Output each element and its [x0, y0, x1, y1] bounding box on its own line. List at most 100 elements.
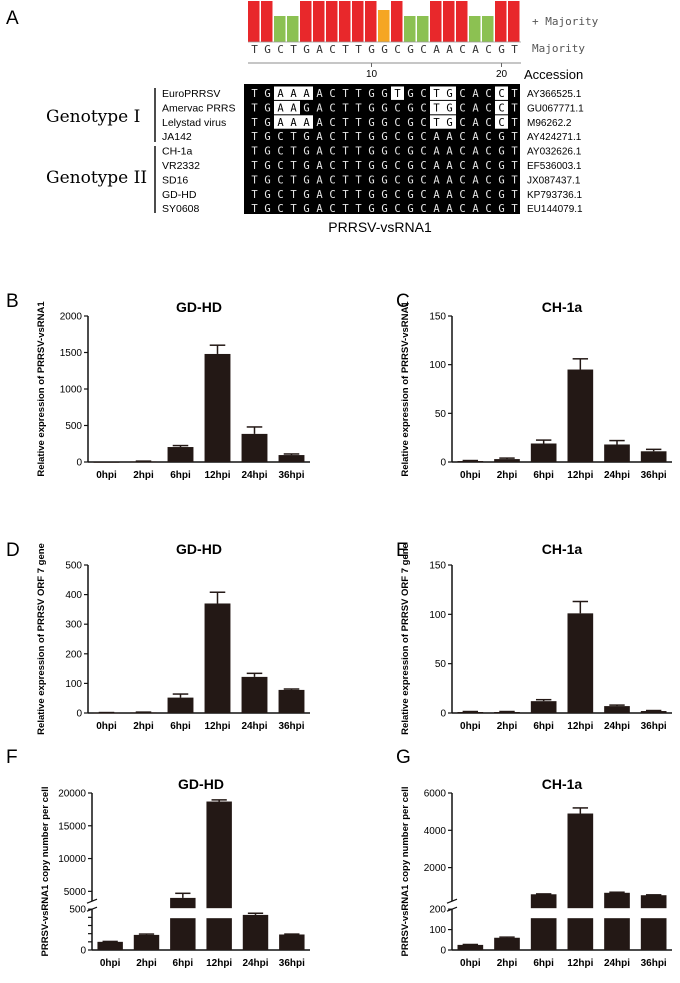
- alignment-base: C: [498, 117, 504, 129]
- alignment-base: C: [329, 160, 335, 172]
- ruler-label: 20: [496, 69, 508, 80]
- chart-panel-c: C CH-1a Relative expression of PRRSV-vsRNA…: [396, 291, 672, 481]
- conservation-bar: [326, 1, 338, 42]
- alignment-base: G: [498, 203, 504, 215]
- alignment-base: C: [329, 131, 335, 143]
- majority-base: C: [277, 43, 284, 56]
- accession-id: EF536003.1: [527, 161, 582, 172]
- y-tick-label: 500: [69, 905, 86, 916]
- alignment-caption: PRRSV-vsRNA1: [328, 219, 432, 235]
- alignment-base: G: [381, 146, 387, 158]
- alignment-base: G: [381, 131, 387, 143]
- alignment-base: G: [303, 146, 309, 158]
- alignment-base: C: [459, 160, 465, 172]
- x-tick-label: 2hpi: [497, 721, 518, 732]
- alignment-base: G: [368, 102, 374, 114]
- bar: [457, 712, 484, 713]
- alignment-base: G: [264, 189, 270, 201]
- ruler-label: 10: [366, 69, 378, 80]
- mismatch-highlight: [443, 100, 456, 115]
- x-tick-label: 36hpi: [641, 470, 667, 481]
- alignment-base: C: [329, 203, 335, 215]
- bar: [170, 897, 196, 950]
- chart-panel-f: F GD-HD PRRSV-vsRNA1 copy number per cell 0…: [6, 747, 310, 969]
- alignment-base: G: [303, 203, 309, 215]
- alignment-base: A: [446, 160, 453, 172]
- x-tick-label: 0hpi: [460, 958, 481, 969]
- chart-title: GD-HD: [176, 299, 222, 315]
- alignment-base: T: [251, 117, 258, 129]
- panel-letter: B: [6, 291, 19, 312]
- alignment-base: C: [459, 88, 465, 100]
- alignment-base: T: [511, 88, 518, 100]
- bar: [640, 895, 667, 950]
- bar: [242, 914, 269, 950]
- alignment-base: A: [472, 88, 479, 100]
- alignment-base: T: [251, 102, 258, 114]
- alignment-base: T: [342, 88, 349, 100]
- alignment-base: T: [511, 146, 518, 158]
- strain-name: VR2332: [162, 160, 200, 172]
- alignment-base: A: [446, 146, 453, 158]
- alignment-base: T: [433, 88, 440, 100]
- mismatch-highlight: [287, 100, 300, 115]
- strain-name: GD-HD: [162, 189, 197, 201]
- alignment-base: A: [277, 102, 284, 114]
- bar-break-gap: [169, 908, 197, 919]
- x-tick-label: 24hpi: [241, 721, 267, 732]
- accession-header: Accession: [524, 67, 583, 82]
- x-tick-label: 12hpi: [567, 958, 593, 969]
- majority-base: T: [511, 43, 518, 56]
- alignment-rows: T G A A A A C T T G G T G C T G C A C C TT G A A G A C T T G G C G C T G C A C…: [251, 86, 518, 215]
- conservation-bar: [469, 16, 481, 42]
- majority-plus-label: + Majority: [532, 15, 599, 28]
- conservation-bar: [287, 16, 299, 42]
- alignment-base: T: [511, 102, 518, 114]
- accession-id: JX087437.1: [527, 175, 581, 186]
- alignment-base: A: [446, 131, 453, 143]
- y-tick-label: 200: [429, 905, 446, 916]
- x-tick-label: 0hpi: [460, 470, 481, 481]
- alignment-base: A: [316, 117, 323, 129]
- majority-base: G: [264, 43, 271, 56]
- alignment-base: C: [485, 102, 491, 114]
- alignment-base: G: [498, 160, 504, 172]
- alignment-base: T: [342, 174, 349, 186]
- y-tick-label: 0: [440, 946, 446, 957]
- x-tick-label: 24hpi: [604, 958, 630, 969]
- alignment-base: T: [355, 174, 362, 186]
- x-tick-label: 6hpi: [170, 470, 191, 481]
- majority-label: Majority: [532, 42, 585, 55]
- bar: [530, 701, 557, 713]
- y-tick-label: 100: [429, 360, 446, 371]
- alignment-base: A: [316, 146, 323, 158]
- alignment-base: G: [446, 117, 452, 129]
- y-tick-label: 4000: [424, 826, 447, 837]
- alignment-base: A: [316, 160, 323, 172]
- alignment-base: A: [446, 189, 453, 201]
- strain-name: SD16: [162, 174, 188, 186]
- conservation-bar: [391, 1, 403, 42]
- alignment-base: G: [368, 160, 374, 172]
- alignment-base: T: [251, 160, 258, 172]
- x-tick-label: 6hpi: [173, 958, 194, 969]
- bar: [457, 944, 484, 950]
- alignment-base: C: [485, 117, 491, 129]
- conservation-bar: [417, 16, 429, 42]
- y-tick-label: 500: [65, 421, 82, 432]
- conservation-bar: [352, 1, 364, 42]
- alignment-base: A: [472, 102, 479, 114]
- mismatch-highlight: [274, 86, 287, 100]
- y-tick-label: 20000: [58, 789, 86, 800]
- alignment-base: A: [433, 146, 440, 158]
- y-axis-label: PRRSV-vsRNA1 copy number per cell: [400, 787, 411, 957]
- y-tick-label: 400: [65, 590, 82, 601]
- alignment-base: A: [290, 102, 297, 114]
- bar: [604, 892, 630, 950]
- chart-title: GD-HD: [178, 776, 224, 792]
- alignment-base: T: [342, 102, 349, 114]
- mismatch-highlight: [443, 115, 456, 129]
- conservation-bar: [443, 1, 455, 42]
- y-axis-label: PRRSV-vsRNA1 copy number per cell: [40, 787, 51, 957]
- mismatch-highlight: [287, 86, 300, 100]
